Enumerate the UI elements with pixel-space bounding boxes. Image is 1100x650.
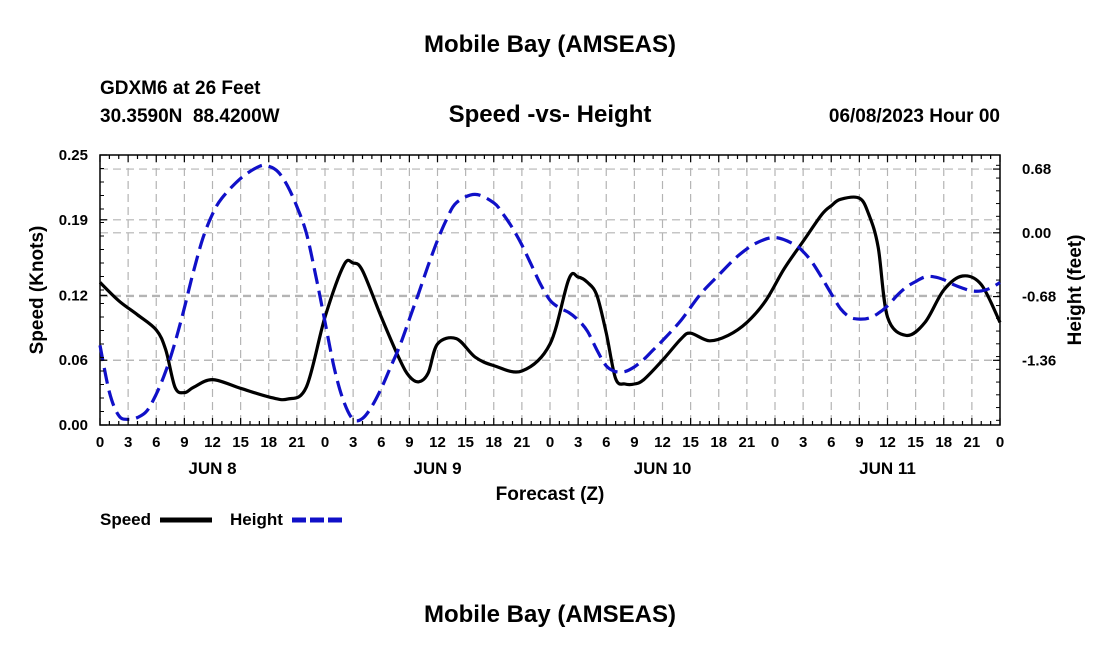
y2-tick-label: -1.36	[1022, 352, 1056, 369]
y2-tick-label: 0.68	[1022, 161, 1051, 178]
day-label: JUN 9	[413, 459, 461, 478]
x-tick-label: 9	[630, 434, 638, 451]
forecast-datetime: 06/08/2023 Hour 00	[828, 106, 1000, 127]
series-line-speed	[98, 195, 1002, 402]
y-tick-label: 0.19	[59, 212, 88, 229]
grid-layer	[100, 155, 1000, 425]
y-tick-label: 0.00	[59, 417, 88, 434]
station-label: GDXM6 at 26 Feet	[100, 78, 261, 99]
x-tick-label: 6	[152, 434, 160, 451]
y2-tick-label: 0.00	[1022, 225, 1051, 242]
x-tick-label: 12	[429, 434, 446, 451]
x-tick-label: 9	[855, 434, 863, 451]
x-tick-label: 18	[485, 434, 502, 451]
series-line-height	[98, 163, 1001, 423]
x-tick-label: 12	[654, 434, 671, 451]
x-tick-label: 15	[682, 434, 699, 451]
x-tick-label: 21	[289, 434, 306, 451]
coordinates-label: 30.3590N 88.4200W	[100, 106, 280, 127]
x-tick-label: 15	[907, 434, 924, 451]
x-tick-label: 12	[879, 434, 896, 451]
chart-main-title: Mobile Bay (AMSEAS)	[423, 31, 677, 58]
footer-title: Mobile Bay (AMSEAS)	[423, 601, 677, 628]
x-tick-label: 15	[232, 434, 249, 451]
day-label: JUN 10	[634, 459, 692, 478]
y2-axis-title: Height (feet)	[1065, 235, 1086, 346]
x-tick-label: 0	[546, 434, 554, 451]
x-tick-label: 18	[260, 434, 277, 451]
x-tick-label: 21	[739, 434, 756, 451]
x-tick-label: 12	[204, 434, 221, 451]
x-tick-label: 18	[710, 434, 727, 451]
x-tick-label: 0	[996, 434, 1004, 451]
x-tick-label: 0	[96, 434, 104, 451]
x-tick-label: 21	[514, 434, 531, 451]
x-tick-label: 0	[321, 434, 329, 451]
x-tick-label: 15	[457, 434, 474, 451]
x-axis-title: Forecast (Z)	[496, 484, 605, 505]
x-tick-label: 0	[771, 434, 779, 451]
y2-tick-label: -0.68	[1022, 289, 1056, 306]
x-tick-label: 6	[827, 434, 835, 451]
day-label: JUN 11	[859, 459, 916, 478]
legend-height-label: Height	[230, 510, 283, 529]
legend-speed-label: Speed	[100, 510, 151, 529]
day-label: JUN 8	[188, 459, 236, 478]
y-axis-title: Speed (Knots)	[27, 226, 48, 355]
legend: Speed Height	[100, 510, 342, 529]
x-tick-label: 3	[799, 434, 807, 451]
x-tick-label: 3	[124, 434, 132, 451]
chart-subtitle: Speed -vs- Height	[448, 101, 652, 128]
y-tick-label: 0.25	[59, 147, 88, 164]
x-tick-label: 9	[405, 434, 413, 451]
x-tick-label: 21	[964, 434, 981, 451]
x-tick-label: 6	[602, 434, 610, 451]
x-tick-label: 3	[349, 434, 357, 451]
x-tick-label: 9	[180, 434, 188, 451]
y-tick-label: 0.12	[59, 287, 88, 304]
x-tick-label: 3	[574, 434, 582, 451]
series-layer	[98, 163, 1002, 423]
y-tick-label: 0.06	[59, 352, 88, 369]
axis-layer: 0 3 6 9 12 15 18 21 0 3 6 9 12 15 18 21 0 3 6 9 12 15 18 21 0 3 6 9…	[59, 147, 1056, 478]
x-tick-label: 6	[377, 434, 385, 451]
x-tick-label: 18	[935, 434, 952, 451]
